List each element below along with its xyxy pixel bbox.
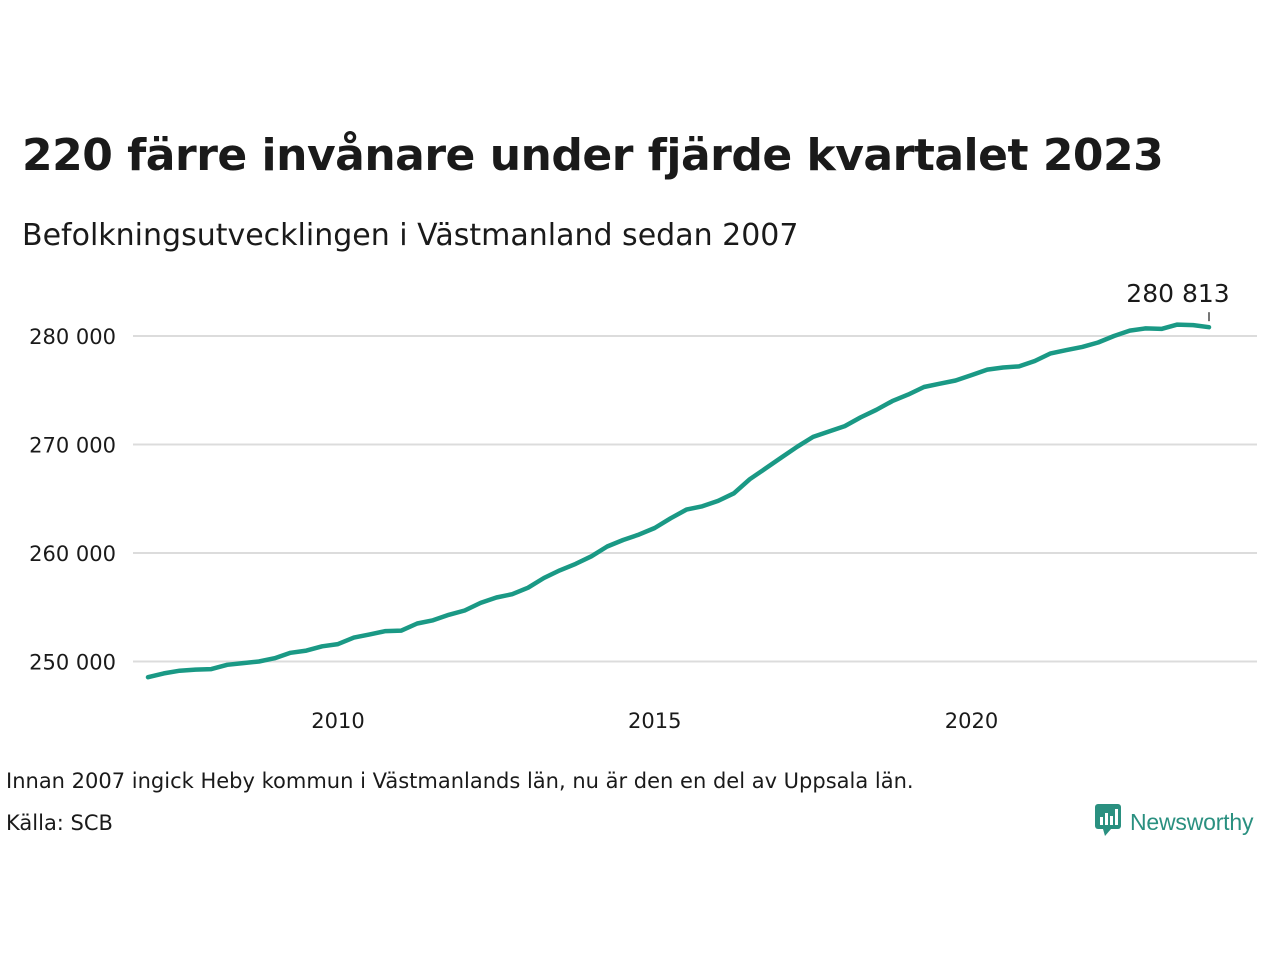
footnote: Innan 2007 ingick Heby kommun i Västmanl… xyxy=(6,769,914,793)
chart-title: 220 färre invånare under fjärde kvartale… xyxy=(22,130,1164,181)
gridlines xyxy=(133,335,1257,663)
y-tick-label: 260 000 xyxy=(29,542,116,566)
y-tick-label: 250 000 xyxy=(29,651,116,675)
brand-name: Newsworthy xyxy=(1130,808,1254,835)
chart-subtitle: Befolkningsutvecklingen i Västmanland se… xyxy=(22,218,799,253)
x-tick-label: 2020 xyxy=(945,709,998,733)
newsworthy-brand: Newsworthy xyxy=(1094,804,1253,840)
y-tick-label: 280 000 xyxy=(29,325,116,349)
x-axis-tick-labels: 2010 2015 2020 xyxy=(311,709,998,733)
line-chart: 250 000 260 000 270 000 280 000 2010 2015 202… xyxy=(29,279,1257,733)
newsworthy-logo-icon xyxy=(1094,802,1122,842)
x-tick-label: 2015 xyxy=(628,709,681,733)
y-tick-label: 270 000 xyxy=(29,434,116,458)
source-note: Källa: SCB xyxy=(6,811,113,835)
y-axis-tick-labels: 250 000 260 000 270 000 280 000 xyxy=(29,325,116,675)
series-line xyxy=(145,322,1212,680)
x-tick-label: 2010 xyxy=(311,709,364,733)
end-value-label: 280 813 xyxy=(1126,279,1229,308)
